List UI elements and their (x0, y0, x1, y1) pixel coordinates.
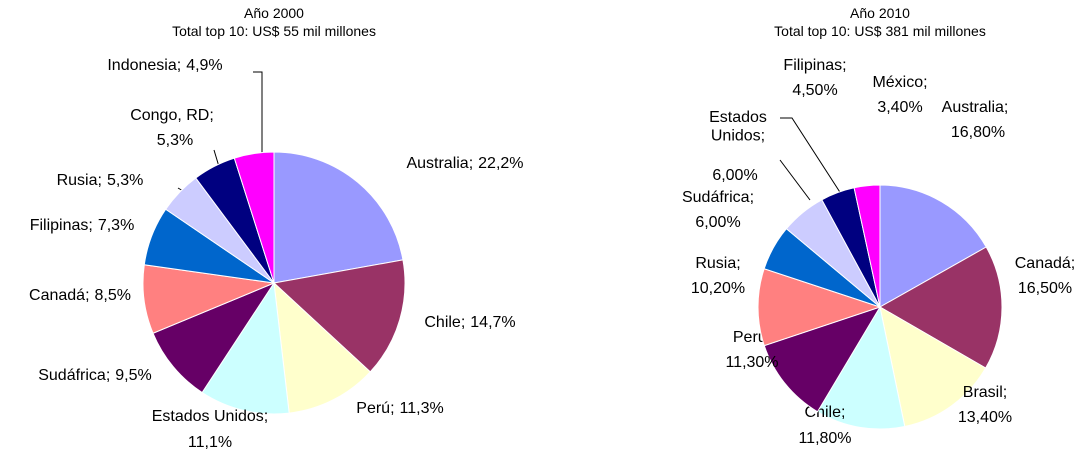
slice-label: Filipinas; 7,3% (30, 217, 135, 234)
slice-label: Rusia; 5,3% (57, 172, 144, 189)
chart-title: Año 2010 (850, 5, 910, 21)
category-label: Chile; (424, 314, 465, 331)
category-label: Filipinas; (30, 217, 93, 234)
value-label: 5,3% (107, 172, 143, 189)
category-label: Rusia; (695, 255, 740, 272)
category-label: Filipinas; (783, 57, 846, 74)
category-label: México; (872, 74, 927, 91)
category-label: Australia; (406, 155, 473, 172)
slice-label: Sudáfrica; 9,5% (38, 367, 152, 384)
chart-title: Año 2000 (244, 5, 304, 21)
value-label: 6,00% (712, 167, 757, 184)
value-label: 3,40% (877, 99, 922, 116)
slice-label: Indonesia; 4,9% (107, 57, 222, 74)
category-label: Perú; (356, 400, 394, 417)
pie-slice (272, 259, 406, 373)
leader-line (779, 159, 811, 201)
category-label: Brasil; (963, 384, 1007, 401)
category-label: Congo, RD; (130, 107, 214, 124)
pie-slice (816, 305, 906, 430)
value-label: 11,3% (400, 400, 444, 417)
category-label: Australia; (942, 99, 1009, 116)
leader-line (253, 71, 263, 162)
slice-label: Australia; 22,2% (406, 155, 523, 172)
category-label: Rusia; (57, 172, 102, 189)
value-label: 16,80% (951, 124, 1005, 141)
chart-subtitle: Total top 10: US$ 55 mil millones (172, 23, 376, 39)
pie-slice (273, 281, 371, 414)
value-label: 13,40% (958, 409, 1012, 426)
value-label: 9,5% (115, 367, 151, 384)
value-label: 8,5% (95, 287, 131, 304)
category-label: Sudáfrica; (38, 367, 110, 384)
pie-slice (233, 151, 275, 284)
value-label: 11,80% (798, 430, 851, 447)
value-label: 11,30% (725, 354, 778, 371)
value-label: 14,7% (470, 314, 515, 331)
value-label: 10,20% (691, 280, 745, 297)
value-label: 11,1% (188, 434, 232, 451)
value-label: 7,3% (98, 217, 134, 234)
pie-slice (879, 184, 987, 308)
pie-slice (152, 281, 276, 394)
pie-slice (763, 306, 882, 413)
slice-label: Chile; 14,7% (424, 314, 515, 331)
leader-line (780, 117, 846, 201)
slice-label: Perú; 11,3% (356, 400, 443, 417)
pie-slice (201, 281, 290, 415)
category-label: Estados Unidos; (709, 109, 767, 144)
pie-slice (853, 184, 881, 308)
category-label: Indonesia; (107, 57, 181, 74)
value-label: 4,50% (792, 82, 837, 99)
slice-label: Canadá; 8,5% (29, 287, 131, 304)
value-label: 22,2% (478, 155, 523, 172)
value-label: 6,00% (695, 214, 740, 231)
value-label: 16,50% (1018, 280, 1072, 297)
value-label: 4,9% (186, 57, 222, 74)
pie-slice (878, 246, 1003, 369)
category-label: Estados Unidos; (152, 408, 269, 425)
category-label: Canadá; (1015, 255, 1076, 272)
pie-slice (273, 151, 404, 284)
pie-slice (757, 268, 882, 347)
value-label: 5,3% (157, 132, 193, 149)
category-label: Canadá; (29, 287, 90, 304)
pie-slice (879, 306, 987, 428)
chart-subtitle: Total top 10: US$ 381 mil millones (774, 23, 986, 39)
category-label: Sudáfrica; (682, 189, 754, 206)
